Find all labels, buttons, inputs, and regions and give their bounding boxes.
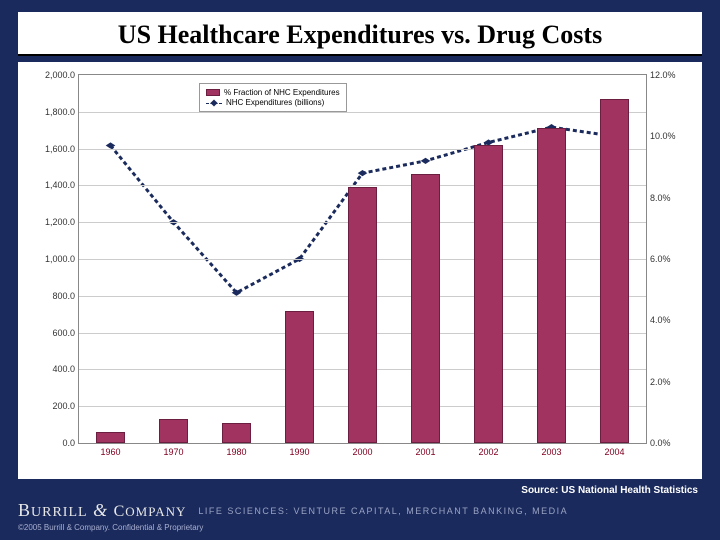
x-tick: 2000: [352, 447, 372, 457]
brand-text-b: URRILL: [31, 505, 88, 520]
y-right-tick: 2.0%: [650, 377, 671, 387]
y-left-tick: 800.0: [52, 291, 75, 301]
chart-container: % Fraction of NHC Expenditures NHC Expen…: [18, 62, 702, 479]
y-left-tick: 1,400.0: [45, 180, 75, 190]
footer: BURRILL & COMPANY LIFE SCIENCES: VENTURE…: [18, 498, 702, 521]
chart-bar: [600, 99, 628, 443]
x-tick: 2004: [604, 447, 624, 457]
y-left-tick: 1,800.0: [45, 107, 75, 117]
brand-logo: BURRILL & COMPANY: [18, 500, 186, 521]
brand-text-d: OMPANY: [125, 504, 186, 519]
slide: US Healthcare Expenditures vs. Drug Cost…: [0, 0, 720, 540]
x-tick: 1980: [226, 447, 246, 457]
y-left-tick: 1,200.0: [45, 217, 75, 227]
y-right-tick: 10.0%: [650, 131, 676, 141]
chart-bar: [348, 187, 376, 443]
y-right-tick: 6.0%: [650, 254, 671, 264]
y-left-tick: 600.0: [52, 328, 75, 338]
brand-ampersand: &: [93, 500, 108, 520]
x-tick: 1970: [163, 447, 183, 457]
y-left-tick: 0.0: [62, 438, 75, 448]
chart-bar: [285, 311, 313, 443]
slide-title: US Healthcare Expenditures vs. Drug Cost…: [18, 12, 702, 56]
brand-tagline: LIFE SCIENCES: VENTURE CAPITAL, MERCHANT…: [198, 506, 568, 516]
y-right-tick: 8.0%: [650, 193, 671, 203]
x-tick: 2001: [415, 447, 435, 457]
source-line: Source: US National Health Statistics: [18, 485, 698, 496]
brand-text-c: C: [114, 503, 126, 520]
y-left-tick: 400.0: [52, 364, 75, 374]
chart-marker: [421, 158, 431, 164]
copyright-line: ©2005 Burrill & Company. Confidential & …: [18, 523, 702, 532]
x-tick: 2002: [478, 447, 498, 457]
chart-bar: [537, 128, 565, 443]
chart-bar: [159, 419, 187, 443]
chart-bar: [222, 423, 250, 443]
y-right-tick: 12.0%: [650, 70, 676, 80]
chart-bar: [411, 174, 439, 443]
y-left-tick: 2,000.0: [45, 70, 75, 80]
chart-marker: [358, 170, 368, 176]
chart-plot-area: % Fraction of NHC Expenditures NHC Expen…: [78, 74, 647, 444]
y-right-tick: 4.0%: [650, 315, 671, 325]
y-right-tick: 0.0%: [650, 438, 671, 448]
brand-text-a: B: [18, 500, 31, 520]
chart-bar: [474, 145, 502, 443]
x-tick: 1960: [100, 447, 120, 457]
chart-bar: [96, 432, 124, 443]
y-left-tick: 200.0: [52, 401, 75, 411]
x-tick: 2003: [541, 447, 561, 457]
y-left-tick: 1,600.0: [45, 144, 75, 154]
gridline: [79, 112, 646, 113]
x-tick: 1990: [289, 447, 309, 457]
y-left-tick: 1,000.0: [45, 254, 75, 264]
